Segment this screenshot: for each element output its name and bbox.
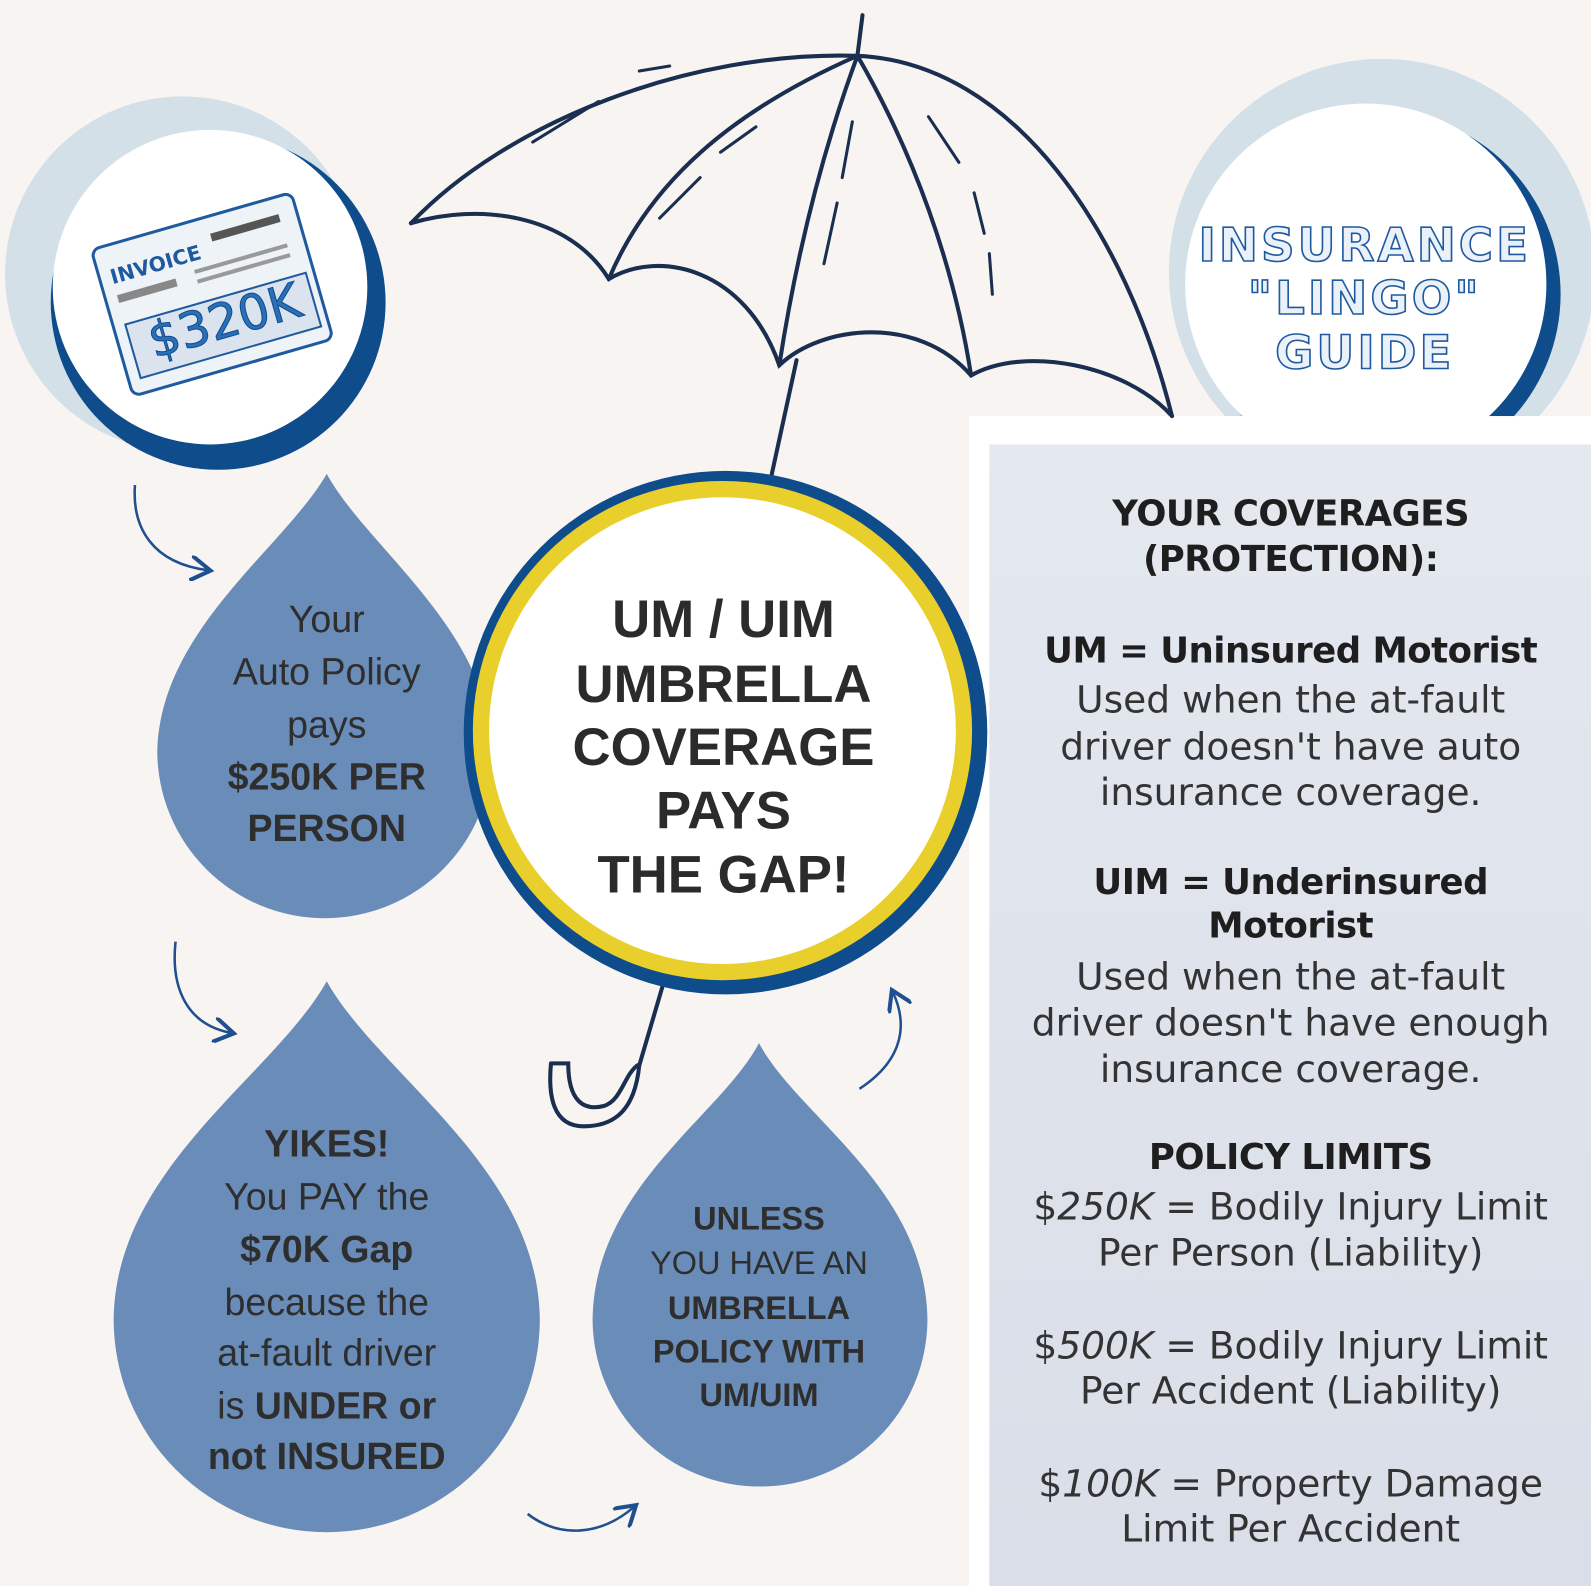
guide-limit: Per Accident (Liability): [1080, 1369, 1501, 1413]
drop-text-part: $250K PER: [228, 755, 426, 797]
drop-text: Auto Policy: [233, 651, 421, 693]
drop-text-part: UNLESS: [693, 1200, 825, 1236]
guide-limit-part: = Bodily Injury Limit: [1154, 1184, 1549, 1228]
guide-desc: driver doesn't have auto: [1060, 724, 1521, 768]
guide-heading: YOUR COVERAGES: [1111, 493, 1469, 534]
drop-text-part: PERSON: [247, 807, 406, 849]
drop-text: UMBRELLA: [668, 1290, 850, 1326]
drop-text: YIKES!: [264, 1123, 389, 1165]
guide-limit: $250K = Bodily Injury Limit: [1033, 1184, 1548, 1228]
guide-heading: (PROTECTION):: [1143, 539, 1438, 580]
guide-limit-part: $: [1033, 1184, 1057, 1228]
drop-text: $250K PER: [228, 755, 426, 797]
guide-term: UIM = Underinsured: [1093, 862, 1488, 903]
drop-text: because the: [224, 1281, 429, 1323]
guide-desc: Used when the at-fault: [1076, 678, 1505, 722]
drop-text: UM/UIM: [699, 1377, 818, 1413]
center-text: THE GAP!: [597, 846, 849, 905]
drop-text: UNLESS: [693, 1200, 825, 1236]
guide-limit-part: 500K: [1057, 1323, 1157, 1367]
badge-text: GUIDE: [1275, 327, 1454, 381]
guide-limit: Per Person (Liability): [1098, 1231, 1483, 1275]
drop-text: YOU HAVE AN: [650, 1245, 868, 1281]
center-text: COVERAGE: [573, 718, 875, 777]
badge-text: "LINGO": [1248, 272, 1482, 326]
guide-limit-part: 250K: [1057, 1184, 1157, 1228]
guide-limit: Limit Per Accident: [1121, 1507, 1460, 1551]
guide-desc: Used when the at-fault: [1076, 955, 1505, 999]
guide-term: Motorist: [1208, 905, 1373, 946]
drop-text-part: YIKES!: [264, 1123, 389, 1165]
badge-text: INSURANCE: [1199, 219, 1532, 273]
drop-text: You PAY the: [224, 1175, 429, 1217]
drop-text-part: is: [217, 1384, 255, 1426]
center-text: UM / UIM: [612, 590, 835, 649]
guide-limit: $100K = Property Damage: [1038, 1461, 1543, 1505]
guide-desc: insurance coverage.: [1100, 770, 1482, 814]
guide-limit-part: 100K: [1062, 1461, 1162, 1505]
guide-heading: POLICY LIMITS: [1149, 1137, 1433, 1178]
guide-limit: $500K = Bodily Injury Limit: [1033, 1323, 1548, 1367]
infographic: INVOICE$320KUM / UIMUMBRELLACOVERAGEPAYS…: [0, 0, 1591, 1586]
drop-text-part: UMBRELLA: [668, 1290, 850, 1326]
canvas: INVOICE$320KUM / UIMUMBRELLACOVERAGEPAYS…: [0, 0, 1591, 1586]
drop-text: PERSON: [247, 807, 406, 849]
guide-limit-part: $: [1038, 1461, 1062, 1505]
guide-desc: driver doesn't have enough: [1032, 1000, 1550, 1044]
center-text: PAYS: [656, 782, 791, 841]
guide-desc: insurance coverage.: [1100, 1047, 1482, 1091]
drop-text: POLICY WITH: [653, 1333, 865, 1369]
drop-text-part: not INSURED: [208, 1435, 446, 1477]
guide-limit-part: = Property Damage: [1159, 1461, 1543, 1505]
drop-text-part: UM/UIM: [699, 1377, 818, 1413]
drop-text: at-fault driver: [217, 1332, 436, 1374]
drop-text: Your: [289, 598, 365, 640]
page: INVOICE$320KUM / UIMUMBRELLACOVERAGEPAYS…: [0, 0, 1591, 1586]
drop-text-part: UNDER or: [255, 1384, 437, 1426]
drop-text: is UNDER or: [217, 1384, 436, 1426]
guide-term: UM = Uninsured Motorist: [1044, 630, 1538, 671]
center-text: UMBRELLA: [576, 655, 872, 714]
drop-text-part: POLICY WITH: [653, 1333, 865, 1369]
guide-limit-part: = Bodily Injury Limit: [1154, 1323, 1549, 1367]
drop-text: pays: [287, 703, 366, 745]
drop-text-part: $70K Gap: [240, 1228, 413, 1270]
drop-text: $70K Gap: [240, 1228, 413, 1270]
guide-limit-part: $: [1033, 1323, 1057, 1367]
drop-text: not INSURED: [208, 1435, 446, 1477]
